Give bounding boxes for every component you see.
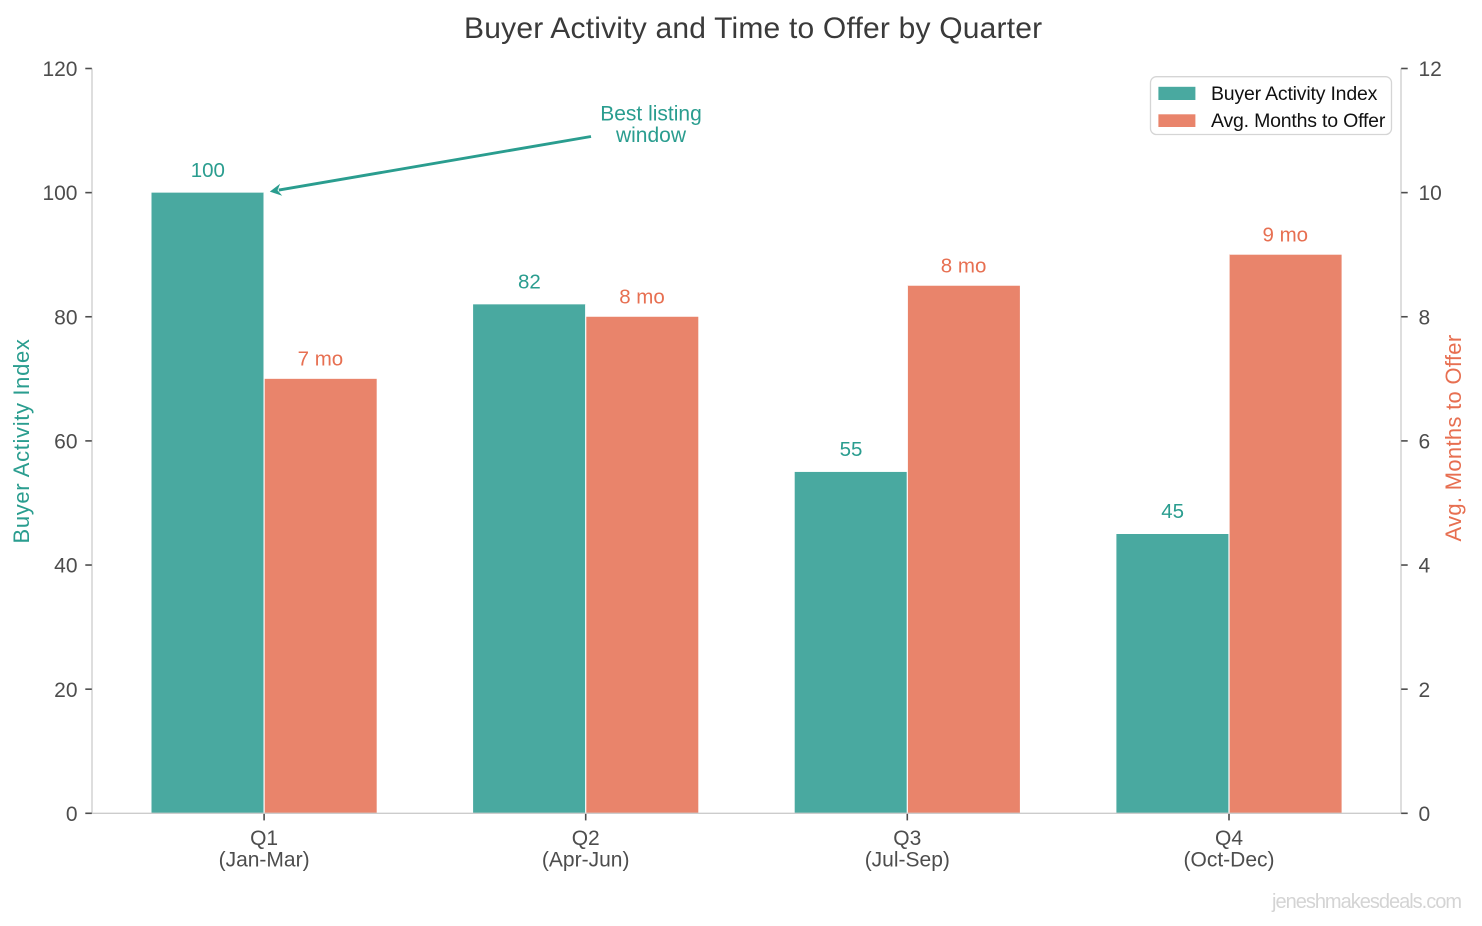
svg-text:(Jan-Mar): (Jan-Mar)	[219, 849, 310, 872]
svg-text:Buyer Activity Index: Buyer Activity Index	[9, 339, 34, 544]
svg-text:60: 60	[54, 431, 77, 454]
svg-text:7 mo: 7 mo	[298, 347, 344, 370]
svg-text:(Jul-Sep): (Jul-Sep)	[865, 849, 950, 872]
svg-text:40: 40	[54, 555, 77, 578]
svg-text:120: 120	[42, 58, 77, 81]
svg-text:(Oct-Dec): (Oct-Dec)	[1184, 849, 1275, 872]
svg-text:0: 0	[66, 803, 78, 826]
svg-text:100: 100	[42, 182, 77, 205]
svg-text:Best listing: Best listing	[600, 103, 702, 126]
svg-text:Q2: Q2	[572, 827, 600, 850]
svg-text:2: 2	[1419, 679, 1431, 702]
svg-text:10: 10	[1419, 182, 1442, 205]
svg-text:12: 12	[1419, 58, 1442, 81]
svg-text:Avg. Months to Offer: Avg. Months to Offer	[1211, 110, 1386, 132]
svg-text:8 mo: 8 mo	[619, 285, 665, 308]
svg-text:Q4: Q4	[1215, 827, 1243, 850]
svg-text:20: 20	[54, 679, 77, 702]
svg-text:82: 82	[518, 271, 541, 294]
svg-text:Avg. Months to Offer: Avg. Months to Offer	[1441, 335, 1466, 542]
svg-text:100: 100	[191, 159, 225, 182]
svg-text:window: window	[615, 124, 687, 147]
svg-text:Buyer Activity and Time to Off: Buyer Activity and Time to Offer by Quar…	[464, 12, 1042, 45]
svg-text:55: 55	[840, 438, 863, 461]
svg-text:Buyer Activity Index: Buyer Activity Index	[1211, 83, 1378, 105]
svg-text:(Apr-Jun): (Apr-Jun)	[542, 849, 630, 872]
svg-text:9 mo: 9 mo	[1263, 223, 1309, 246]
svg-text:0: 0	[1419, 803, 1431, 826]
svg-text:jeneshmakesdeals.com: jeneshmakesdeals.com	[1271, 891, 1461, 913]
svg-text:80: 80	[54, 306, 77, 329]
svg-text:8 mo: 8 mo	[941, 254, 987, 277]
svg-text:6: 6	[1419, 431, 1431, 454]
svg-text:Q1: Q1	[250, 827, 278, 850]
svg-text:4: 4	[1419, 555, 1431, 578]
svg-text:8: 8	[1419, 306, 1431, 329]
svg-text:45: 45	[1161, 500, 1184, 523]
svg-text:Q3: Q3	[893, 827, 921, 850]
